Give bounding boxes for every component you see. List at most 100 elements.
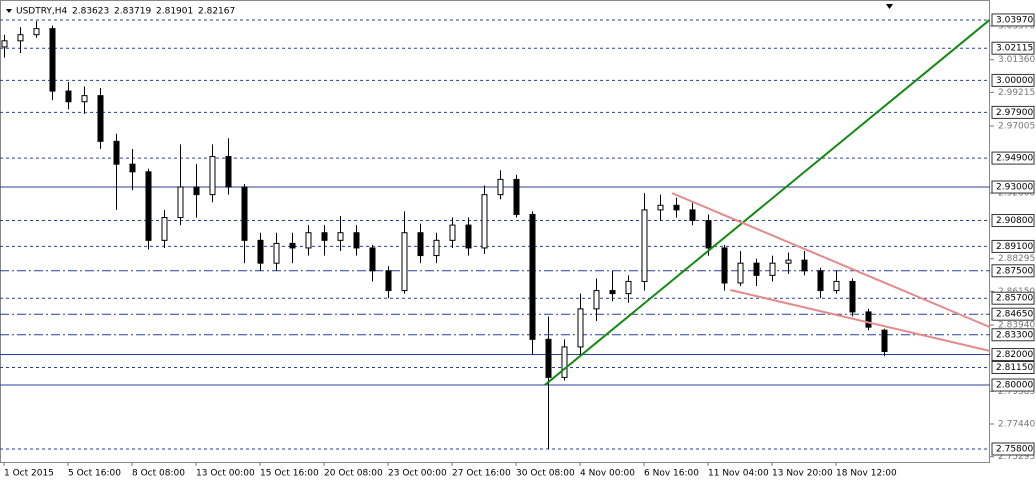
candle-body [689,209,696,222]
level-label: 2.80000 [996,381,1033,391]
level-label: 3.00000 [996,76,1033,86]
candle-body [497,178,504,196]
candle-body [433,239,440,257]
level-label-box [991,442,1035,456]
candle-body [177,186,184,218]
level-label-box [991,13,1035,27]
level-label-box [991,214,1035,228]
candle-body [769,262,776,276]
candle-body [129,163,136,173]
header-value: 2.83623 [72,7,109,17]
candle-body [801,259,808,272]
candle-body [705,220,712,249]
y-tick-label: 3.01360 [998,55,1035,65]
candle-body [113,140,120,165]
level-label: 2.85700 [996,294,1033,304]
trend-line [544,19,991,386]
candle-body [257,239,264,264]
header-value: 2.82167 [198,7,235,17]
candle-body [369,247,376,272]
candle-body [225,156,232,188]
x-tick-label: 8 Oct 08:00 [132,469,185,479]
header-value: 2.83719 [114,7,151,17]
x-tick-label: 5 Oct 16:00 [68,469,121,479]
symbol: USDTRY,H4 [16,7,68,17]
level-label: 2.87500 [996,266,1033,276]
candle-body [465,224,472,249]
candle-body [657,204,664,211]
x-tick-label: 30 Oct 08:00 [516,469,575,479]
candle-body [817,270,824,292]
level-label: 2.81150 [996,363,1033,373]
y-tick-label: 2.88295 [998,254,1035,264]
y-tick-label: 2.77440 [998,420,1035,430]
x-tick-label: 13 Nov 20:00 [772,469,833,479]
y-tick-label: 2.83940 [998,321,1035,331]
level-label-box [991,151,1035,165]
candle-body [833,280,840,292]
candle-body [481,194,488,249]
level-label: 2.83300 [996,330,1033,340]
candle-body [737,262,744,284]
level-label: 2.75800 [996,444,1033,454]
x-tick-label: 20 Oct 08:00 [324,469,383,479]
x-tick-label: 27 Oct 16:00 [452,469,511,479]
candle-body [513,178,520,215]
y-tick-label: 2.92600 [998,189,1035,199]
level-label-box [991,307,1035,321]
level-label-box [991,41,1035,55]
level-label-box [991,328,1035,342]
level-label-box [991,378,1035,392]
candle-body [865,311,872,328]
candle-body [721,247,728,284]
candle-body [273,242,280,264]
scroll-arrow[interactable] [886,4,893,9]
x-tick-label: 4 Nov 00:00 [580,469,635,479]
candle-body [881,329,888,353]
candle-body [401,232,408,292]
level-label-box [991,73,1035,87]
level-label: 2.97900 [996,108,1033,118]
x-tick-label: 13 Oct 00:00 [196,469,255,479]
level-label-box [991,105,1035,119]
candle-body [625,280,632,295]
level-label-box [991,239,1035,253]
candle-body [593,290,600,310]
menu-arrow[interactable] [6,9,12,13]
x-tick-label: 1 Oct 2015 [4,469,54,479]
level-label: 2.89100 [996,242,1033,252]
x-tick-label: 15 Oct 16:00 [260,469,319,479]
level-label-box [991,180,1035,194]
candle-body [33,28,40,36]
candle-body [529,213,536,340]
candle-body [49,28,56,92]
level-label-box [991,291,1035,305]
candle-body [417,232,424,257]
level-label: 2.82000 [996,350,1033,360]
trend-line [730,289,990,352]
candle-body [449,224,456,241]
level-label-box [991,361,1035,375]
level-label: 3.03970 [996,15,1033,25]
x-tick-label: 23 Oct 00:00 [388,469,447,479]
candle-body [753,262,760,276]
candle-body [17,34,24,42]
level-label: 2.84650 [996,310,1033,320]
header-value: 2.81901 [156,7,193,17]
candle-body [353,232,360,249]
level-label-box [991,348,1035,362]
level-label: 2.93000 [996,183,1033,193]
level-label-box [991,264,1035,278]
candle-body [385,270,392,292]
candle-body [305,232,312,249]
trend-line [671,192,990,328]
x-tick-label: 18 Nov 12:00 [836,469,897,479]
candle-body [209,156,216,196]
candle-body [673,204,680,211]
candle-body [1,40,8,48]
candle-body [641,209,648,282]
level-label: 2.90800 [996,216,1033,226]
header: USDTRY,H4 2.83623 2.83719 2.81901 2.8216… [16,7,235,17]
candle-body [65,90,72,103]
